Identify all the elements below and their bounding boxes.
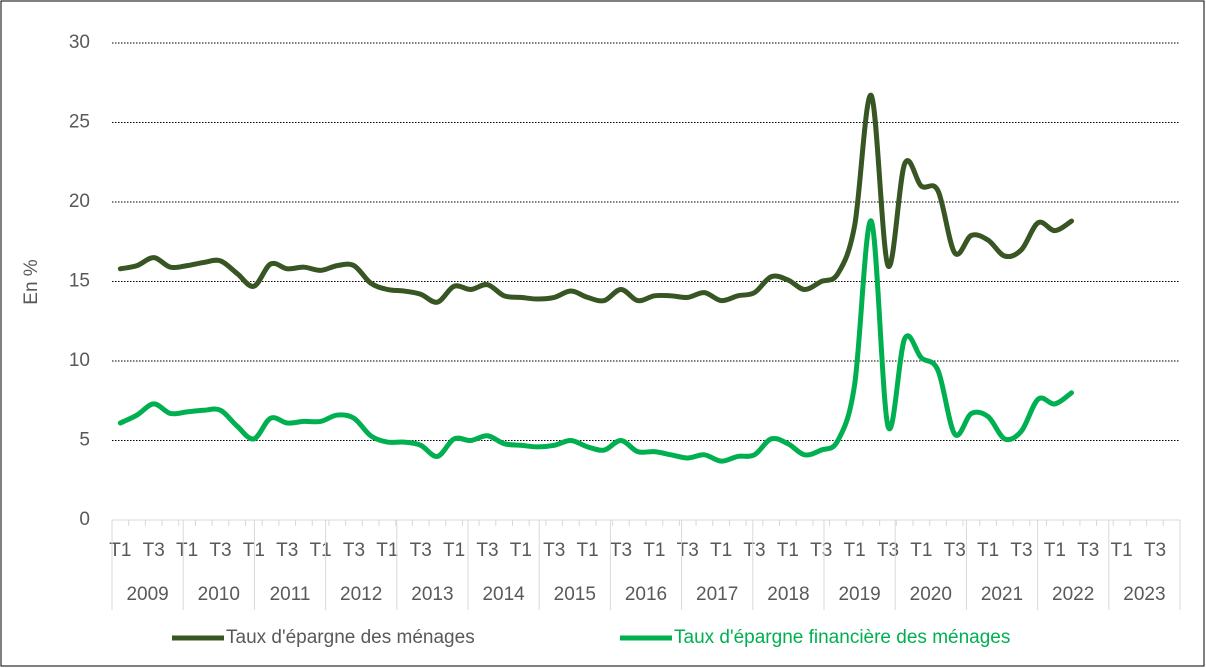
- y-tick-label: 5: [79, 430, 90, 451]
- x-tick-label: T1: [310, 540, 332, 561]
- x-tick-label: T1: [777, 540, 799, 561]
- x-tick-label: T1: [1111, 540, 1133, 561]
- x-tick-label: T1: [510, 540, 532, 561]
- x-tick-label: T3: [1144, 540, 1166, 561]
- x-group-label: 2014: [482, 584, 525, 605]
- x-group-label: 2020: [910, 584, 952, 605]
- y-tick-label: 0: [79, 509, 90, 530]
- x-tick-label: T3: [877, 540, 899, 561]
- legend-label: Taux d'épargne financière des ménages: [674, 627, 1010, 648]
- x-group-label: 2013: [411, 584, 453, 605]
- x-tick-label: T3: [1077, 540, 1099, 561]
- x-tick-label: T3: [810, 540, 832, 561]
- x-tick-label: T1: [577, 540, 599, 561]
- x-group-label: 2022: [1052, 584, 1094, 605]
- y-tick-label: 10: [69, 350, 90, 371]
- x-tick-label: T1: [176, 540, 198, 561]
- x-tick-label: T1: [443, 540, 465, 561]
- y-tick-label: 30: [69, 32, 90, 53]
- x-tick-label: T3: [743, 540, 765, 561]
- x-tick-label: T3: [209, 540, 231, 561]
- x-tick-label: T3: [1010, 540, 1032, 561]
- x-group-label: 2018: [767, 584, 809, 605]
- x-tick-label: T3: [343, 540, 365, 561]
- x-group-label: 2023: [1123, 584, 1165, 605]
- x-tick-label: T3: [276, 540, 298, 561]
- x-tick-label: T1: [710, 540, 732, 561]
- x-tick-label: T3: [143, 540, 165, 561]
- x-tick-label: T3: [543, 540, 565, 561]
- x-group-label: 2009: [126, 584, 168, 605]
- x-group-label: 2010: [198, 584, 240, 605]
- x-tick-label: T1: [1044, 540, 1066, 561]
- x-tick-label: T3: [476, 540, 498, 561]
- y-tick-label: 25: [69, 112, 90, 133]
- x-group-label: 2011: [270, 584, 311, 605]
- line-series: [117, 92, 1075, 305]
- y-axis-label: En %: [21, 259, 42, 305]
- x-tick-label: T1: [109, 540, 131, 561]
- x-tick-label: T1: [844, 540, 866, 561]
- x-tick-label: T3: [677, 540, 699, 561]
- x-group-label: 2017: [696, 584, 738, 605]
- y-tick-label: 20: [69, 191, 90, 212]
- y-tick-label: 15: [69, 271, 90, 292]
- x-tick-label: T3: [944, 540, 966, 561]
- x-tick-label: T3: [610, 540, 632, 561]
- x-tick-label: T1: [376, 540, 398, 561]
- x-tick-label: T1: [977, 540, 999, 561]
- x-tick-label: T3: [410, 540, 432, 561]
- x-tick-label: T1: [643, 540, 665, 561]
- x-tick-label: T1: [910, 540, 932, 561]
- x-group-label: 2015: [554, 584, 596, 605]
- x-group-label: 2016: [625, 584, 667, 605]
- x-tick-label: T1: [243, 540, 265, 561]
- x-group-label: 2012: [340, 584, 382, 605]
- legend-label: Taux d'épargne des ménages: [226, 627, 475, 648]
- line-series: [117, 218, 1075, 464]
- x-group-label: 2019: [838, 584, 880, 605]
- x-group-label: 2021: [981, 584, 1023, 605]
